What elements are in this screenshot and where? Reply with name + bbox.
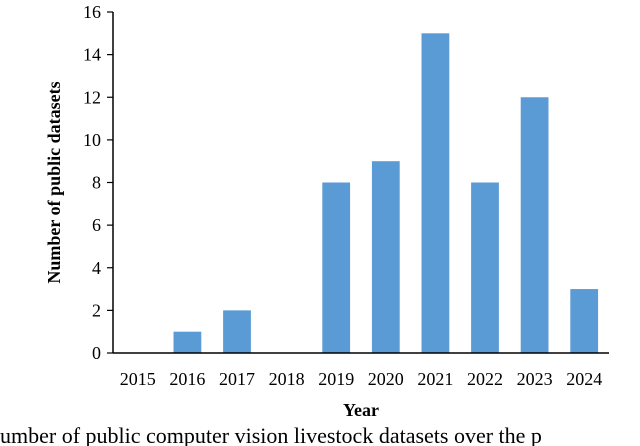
x-tick-label: 2022 bbox=[467, 369, 503, 389]
x-tick-label: 2020 bbox=[368, 369, 404, 389]
y-tick-label: 0 bbox=[92, 343, 101, 363]
x-tick-label: 2021 bbox=[417, 369, 453, 389]
bars-group bbox=[173, 33, 599, 353]
y-tick-label: 12 bbox=[83, 87, 101, 107]
y-tick-label: 6 bbox=[92, 215, 101, 235]
y-tick-label: 4 bbox=[92, 258, 101, 278]
y-tick-label: 16 bbox=[83, 2, 101, 22]
bar-2017 bbox=[223, 310, 251, 353]
y-ticks-group: 0 2 4 6 8 10 12 14 16 bbox=[83, 2, 113, 363]
y-tick-label: 10 bbox=[83, 130, 101, 150]
x-tick-label: 2019 bbox=[318, 369, 354, 389]
bar-2020 bbox=[371, 161, 400, 353]
bar-2019 bbox=[322, 182, 351, 353]
y-tick-label: 2 bbox=[92, 300, 101, 320]
x-tick-label: 2024 bbox=[566, 369, 602, 389]
x-tick-label: 2023 bbox=[517, 369, 553, 389]
y-tick-label: 14 bbox=[83, 45, 101, 65]
x-tick-label: 2018 bbox=[269, 369, 305, 389]
y-axis-title: Number of public datasets bbox=[44, 81, 64, 283]
bar-2024 bbox=[570, 289, 599, 353]
x-axis-title: Year bbox=[343, 400, 379, 420]
y-tick-label: 8 bbox=[92, 173, 101, 193]
bar-2023 bbox=[520, 97, 549, 353]
x-tick-label: 2016 bbox=[169, 369, 205, 389]
bar-2022 bbox=[471, 182, 499, 353]
x-ticks-group: 2015 2016 2017 2018 2019 2020 2021 2022 2023 2024 bbox=[120, 369, 602, 389]
bar-2021 bbox=[421, 33, 450, 353]
x-tick-label: 2017 bbox=[219, 369, 255, 389]
figure-caption: umber of public computer vision livestoc… bbox=[0, 423, 542, 446]
bar-2016 bbox=[173, 331, 202, 353]
x-tick-label: 2015 bbox=[120, 369, 156, 389]
